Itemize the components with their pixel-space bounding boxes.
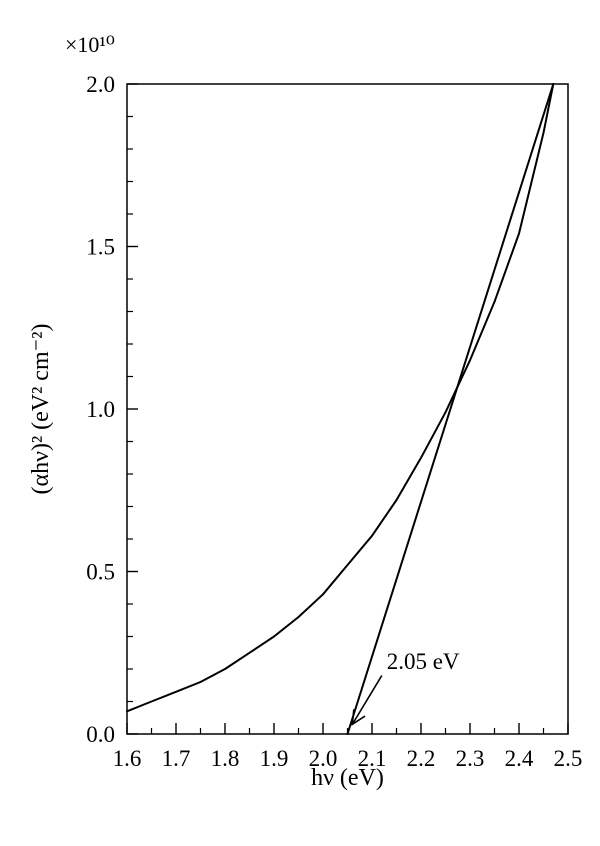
x-axis-label: hν (eV) xyxy=(311,765,384,791)
y-axis-label: (αhν)² (eV² cm⁻²) xyxy=(28,324,54,495)
annotation-arrow-head xyxy=(351,709,366,726)
y-tick-label: 0.0 xyxy=(86,722,115,747)
tick-labels: 0.0 0.5 1.0 1.5 2.0 1.6 1.7 1.8 1.9 2.0 2.1 2.2 2.3 2… xyxy=(86,72,582,771)
plot-frame xyxy=(126,83,569,735)
y-tick-label: 1.5 xyxy=(86,235,115,260)
x-tick-label: 1.7 xyxy=(162,746,191,771)
x-tick-label: 2.0 xyxy=(309,746,338,771)
x-tick-label: 1.9 xyxy=(260,746,289,771)
x-tick-label: 2.1 xyxy=(358,746,387,771)
series-group xyxy=(126,83,555,735)
tangent-line xyxy=(346,83,555,735)
y-tick-label: 2.0 xyxy=(86,72,115,97)
y-tick-label: 1.0 xyxy=(86,397,115,422)
annotation-arrow-shaft xyxy=(351,675,383,725)
x-tick-label: 2.5 xyxy=(554,746,583,771)
y-multiplier-label: ×10¹⁰ xyxy=(65,32,115,57)
x-tick-label: 2.2 xyxy=(407,746,436,771)
absorption-curve xyxy=(126,83,555,713)
x-tick-label: 1.6 xyxy=(113,746,142,771)
annotation-label: 2.05 eV xyxy=(387,649,460,674)
major-ticks xyxy=(126,83,569,735)
y-tick-label: 0.5 xyxy=(86,560,115,585)
minor-ticks xyxy=(127,115,545,734)
x-tick-label: 1.8 xyxy=(211,746,240,771)
annotation-group: 2.05 eV xyxy=(351,649,460,726)
x-tick-label: 2.4 xyxy=(505,746,534,771)
x-tick-label: 2.3 xyxy=(456,746,485,771)
